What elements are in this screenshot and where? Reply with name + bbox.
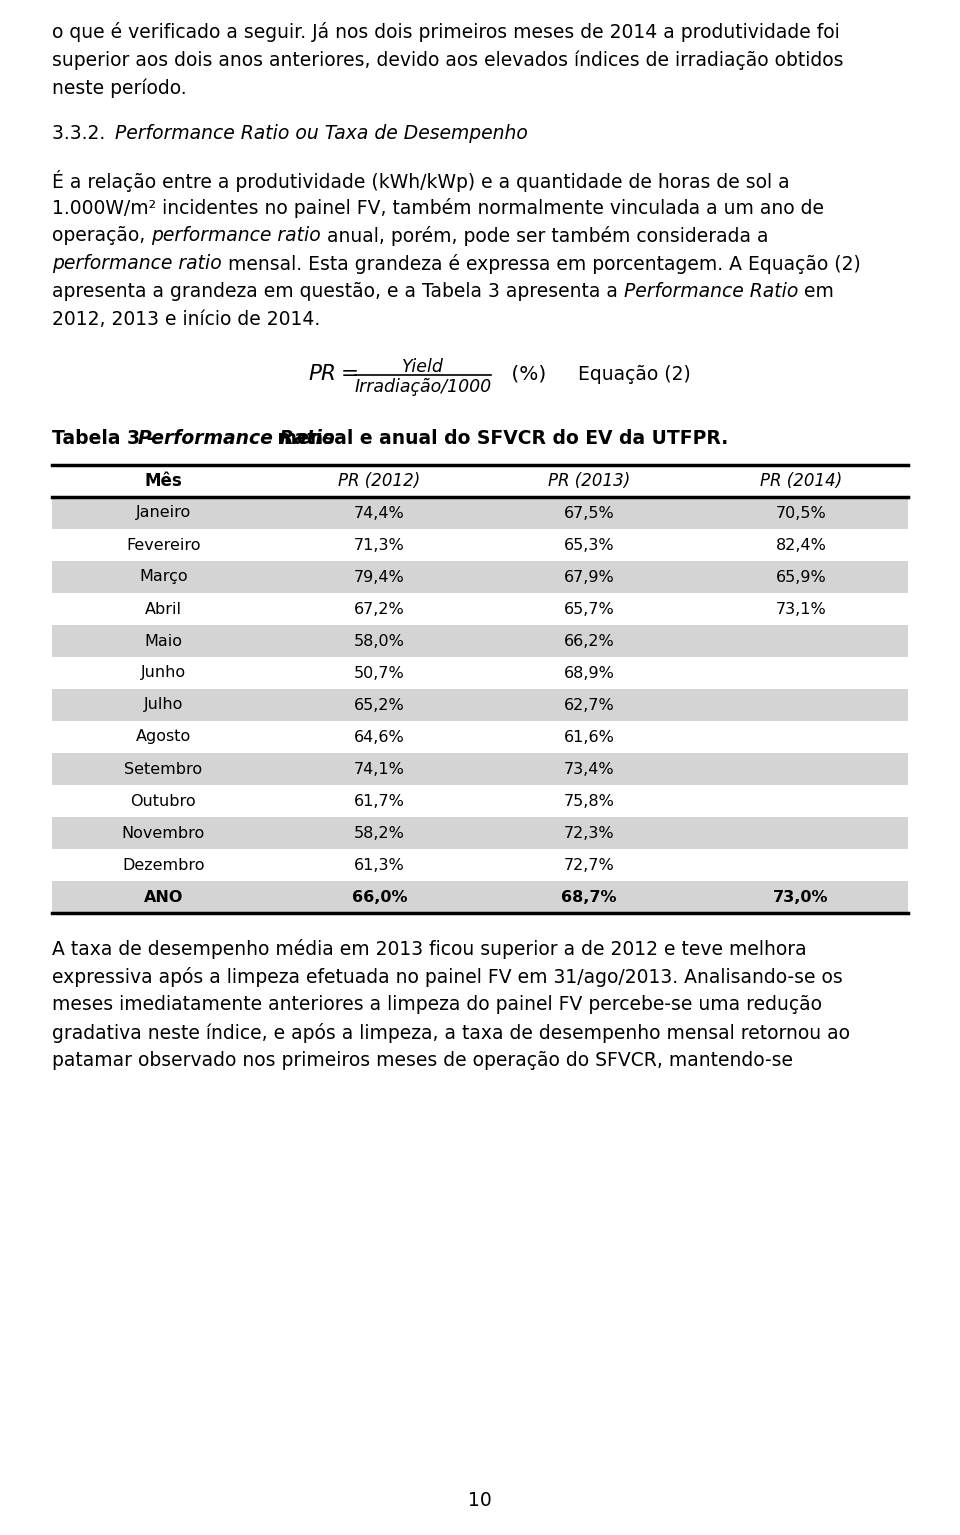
Text: Março: Março	[139, 569, 187, 585]
Text: PR (2013): PR (2013)	[548, 471, 631, 490]
Text: 75,8%: 75,8%	[564, 794, 614, 809]
Text: Agosto: Agosto	[135, 729, 191, 744]
Text: ANO: ANO	[144, 889, 183, 904]
Text: 74,1%: 74,1%	[354, 761, 405, 777]
Text: A taxa de desempenho média em 2013 ficou superior a de 2012 e teve melhora: A taxa de desempenho média em 2013 ficou…	[52, 939, 806, 959]
Text: Yield: Yield	[402, 358, 444, 376]
Text: 50,7%: 50,7%	[354, 666, 405, 680]
Text: 65,9%: 65,9%	[776, 569, 827, 585]
Text: 68,9%: 68,9%	[564, 666, 614, 680]
Text: 68,7%: 68,7%	[562, 889, 617, 904]
Text: mensal. Esta grandeza é expressa em porcentagem. A Equação (2): mensal. Esta grandeza é expressa em porc…	[222, 253, 860, 275]
Text: 3.3.2.: 3.3.2.	[52, 124, 117, 143]
Text: 58,2%: 58,2%	[354, 826, 405, 841]
Text: Janeiro: Janeiro	[135, 505, 191, 520]
Text: expressiva após a limpeza efetuada no painel FV em 31/ago/2013. Analisando-se os: expressiva após a limpeza efetuada no pa…	[52, 967, 843, 987]
Text: 72,3%: 72,3%	[564, 826, 614, 841]
Bar	[52, 689, 908, 721]
Text: 71,3%: 71,3%	[354, 537, 405, 553]
Text: 73,4%: 73,4%	[564, 761, 614, 777]
Text: 67,9%: 67,9%	[564, 569, 614, 585]
Text: 74,4%: 74,4%	[354, 505, 405, 520]
Text: 70,5%: 70,5%	[776, 505, 827, 520]
Text: 67,5%: 67,5%	[564, 505, 614, 520]
Text: 82,4%: 82,4%	[776, 537, 827, 553]
Text: Performance Ratio: Performance Ratio	[624, 282, 799, 301]
Text: 65,2%: 65,2%	[354, 697, 405, 712]
Text: operação,: operação,	[52, 226, 152, 246]
Text: performance ratio: performance ratio	[52, 253, 222, 273]
Text: 66,0%: 66,0%	[351, 889, 407, 904]
Text: Equação (2): Equação (2)	[578, 364, 691, 384]
Text: gradativa neste índice, e após a limpeza, a taxa de desempenho mensal retornou a: gradativa neste índice, e após a limpeza…	[52, 1022, 850, 1042]
Bar	[52, 817, 908, 849]
Text: Dezembro: Dezembro	[122, 858, 204, 872]
Text: Novembro: Novembro	[122, 826, 204, 841]
Text: 1.000W/m² incidentes no painel FV, também normalmente vinculada a um ano de: 1.000W/m² incidentes no painel FV, també…	[52, 198, 824, 218]
Bar	[52, 881, 908, 913]
Text: 10: 10	[468, 1490, 492, 1510]
Text: 65,3%: 65,3%	[564, 537, 614, 553]
Text: neste período.: neste período.	[52, 78, 186, 98]
Text: Junho: Junho	[141, 666, 186, 680]
Text: 61,6%: 61,6%	[564, 729, 614, 744]
Text: (%): (%)	[505, 364, 546, 384]
Bar	[52, 560, 908, 593]
Text: 58,0%: 58,0%	[354, 634, 405, 648]
Text: Performance Ratio ou Taxa de Desempenho: Performance Ratio ou Taxa de Desempenho	[114, 124, 527, 143]
Text: o que é verificado a seguir. Já nos dois primeiros meses de 2014 a produtividade: o que é verificado a seguir. Já nos dois…	[52, 21, 840, 41]
Text: 66,2%: 66,2%	[564, 634, 614, 648]
Text: 62,7%: 62,7%	[564, 697, 614, 712]
Text: 67,2%: 67,2%	[354, 602, 405, 617]
Text: 73,0%: 73,0%	[773, 889, 828, 904]
Text: 61,7%: 61,7%	[354, 794, 405, 809]
Text: performance ratio: performance ratio	[152, 226, 321, 246]
Text: É a relação entre a produtividade (kWh/kWp) e a quantidade de horas de sol a: É a relação entre a produtividade (kWh/k…	[52, 170, 790, 192]
Text: 72,7%: 72,7%	[564, 858, 614, 872]
Text: patamar observado nos primeiros meses de operação do SFVCR, mantendo-se: patamar observado nos primeiros meses de…	[52, 1051, 793, 1070]
Text: 61,3%: 61,3%	[354, 858, 405, 872]
Text: PR (2014): PR (2014)	[760, 471, 842, 490]
Bar	[52, 754, 908, 784]
Text: Abril: Abril	[145, 602, 181, 617]
Text: PR (2012): PR (2012)	[338, 471, 420, 490]
Text: mensal e anual do SFVCR do EV da UTFPR.: mensal e anual do SFVCR do EV da UTFPR.	[272, 428, 729, 448]
Text: 65,7%: 65,7%	[564, 602, 614, 617]
Text: $PR =$: $PR =$	[308, 364, 358, 384]
Text: Performance Ratio: Performance Ratio	[138, 428, 335, 448]
Text: Irradiação/1000: Irradiação/1000	[354, 378, 492, 396]
Text: apresenta a grandeza em questão, e a Tabela 3 apresenta a: apresenta a grandeza em questão, e a Tab…	[52, 282, 624, 301]
Text: superior aos dois anos anteriores, devido aos elevados índices de irradiação obt: superior aos dois anos anteriores, devid…	[52, 51, 844, 69]
Text: meses imediatamente anteriores a limpeza do painel FV percebe-se uma redução: meses imediatamente anteriores a limpeza…	[52, 995, 822, 1015]
Text: 73,1%: 73,1%	[776, 602, 827, 617]
Text: Julho: Julho	[144, 697, 183, 712]
Text: Tabela 3 –: Tabela 3 –	[52, 428, 162, 448]
Text: Mês: Mês	[144, 471, 182, 490]
Text: anual, porém, pode ser também considerada a: anual, porém, pode ser também considerad…	[321, 226, 769, 246]
Bar	[52, 497, 908, 530]
Text: Maio: Maio	[144, 634, 182, 648]
Text: Setembro: Setembro	[124, 761, 203, 777]
Bar	[52, 625, 908, 657]
Text: Outubro: Outubro	[131, 794, 196, 809]
Text: Fevereiro: Fevereiro	[126, 537, 201, 553]
Text: 64,6%: 64,6%	[354, 729, 405, 744]
Text: 79,4%: 79,4%	[354, 569, 405, 585]
Text: em: em	[799, 282, 834, 301]
Text: 2012, 2013 e início de 2014.: 2012, 2013 e início de 2014.	[52, 310, 321, 328]
